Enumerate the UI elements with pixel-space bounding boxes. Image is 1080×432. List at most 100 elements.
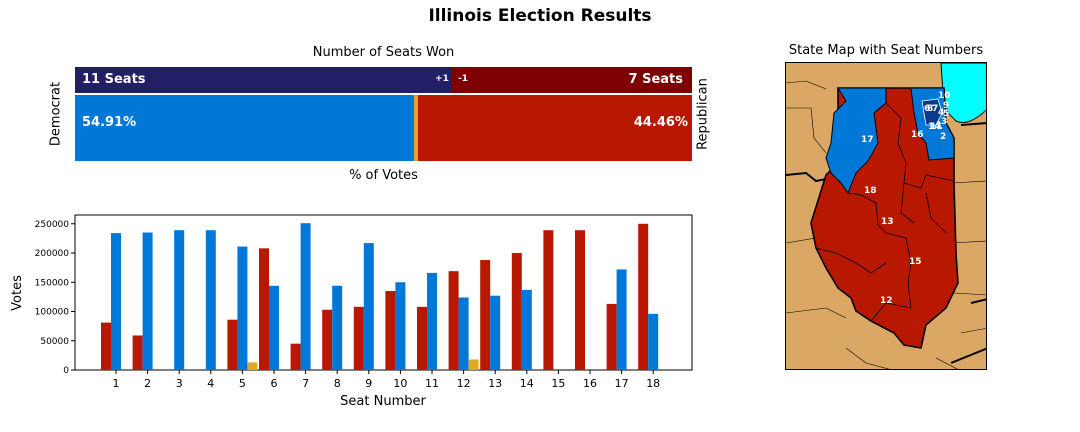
republican-seats-label: 7 Seats xyxy=(628,72,683,87)
seat-number-labels: 10 9 8 5 3 1 7 4 11 2 6 14 16 17 18 13 1… xyxy=(861,91,951,306)
inner-chicago-area xyxy=(921,98,943,126)
bar-seat-14-series-2 xyxy=(521,289,532,370)
other-votes-segment xyxy=(413,95,418,161)
bar-seat-13-series-2 xyxy=(490,295,501,370)
y-tick-label: 0 xyxy=(63,366,69,376)
bar-seat-15-series-1 xyxy=(543,230,554,370)
bar-seat-5-series-3 xyxy=(247,362,258,370)
bar-seat-7-series-2 xyxy=(300,223,311,370)
bar-seat-11-series-1 xyxy=(417,306,427,370)
x-tick-label: 9 xyxy=(365,377,372,390)
bar-seat-9-series-2 xyxy=(363,243,374,370)
seat-label-16: 16 xyxy=(911,130,924,140)
seat-label-18: 18 xyxy=(864,186,877,196)
district-lines xyxy=(815,102,955,322)
seat-label-10: 10 xyxy=(938,91,951,101)
democrat-seats-segment xyxy=(75,67,453,93)
seat-label-1: 1 xyxy=(936,121,942,131)
seat-label-2: 2 xyxy=(940,132,946,142)
bar-seat-6-series-1 xyxy=(259,248,269,370)
bar-seat-13-series-1 xyxy=(480,260,491,370)
democrat-votes-segment xyxy=(75,95,414,161)
bar-seat-5-series-2 xyxy=(237,246,248,370)
bar-seat-12-series-2 xyxy=(458,297,469,370)
republican-votes-segment xyxy=(417,95,692,161)
lake-michigan xyxy=(940,63,986,123)
seat-label-7: 7 xyxy=(932,104,938,114)
republican-seats-segment xyxy=(452,67,692,93)
seat-label-6: 6 xyxy=(924,104,930,114)
bars-group xyxy=(101,223,659,370)
bar-seat-7-series-1 xyxy=(290,343,301,370)
x-tick-label: 17 xyxy=(615,377,629,390)
y-tick-label: 250000 xyxy=(35,220,70,230)
map-title: State Map with Seat Numbers xyxy=(788,43,984,58)
y-axis-label: Votes xyxy=(10,275,25,311)
x-tick-label: 7 xyxy=(302,377,309,390)
votes-percent-axis-label: % of Votes xyxy=(349,168,418,183)
seats-chart-title: Number of Seats Won xyxy=(312,45,455,60)
bar-seat-18-series-2 xyxy=(648,313,659,370)
bar-seat-16-series-1 xyxy=(575,230,585,370)
bar-seat-17-series-2 xyxy=(616,269,627,370)
plot-area xyxy=(74,214,693,371)
x-tick-label: 1 xyxy=(113,377,120,390)
seat-label-9: 9 xyxy=(943,101,949,111)
seat-label-5: 5 xyxy=(943,109,949,119)
y-tick-label: 50000 xyxy=(40,337,69,347)
y-axis-ticks: 0 50000 100000 150000 200000 250000 xyxy=(35,220,75,376)
democrat-seat-change-label: +1 xyxy=(435,74,449,84)
bar-seat-1-series-2 xyxy=(111,233,121,370)
x-tick-label: 3 xyxy=(176,377,183,390)
page-title: Illinois Election Results xyxy=(428,6,652,26)
bar-seat-12-series-1 xyxy=(448,271,459,370)
republican-vote-percent-label: 44.46% xyxy=(633,115,688,130)
bar-seat-18-series-1 xyxy=(638,223,649,370)
seat-label-17: 17 xyxy=(861,135,874,145)
x-tick-label: 12 xyxy=(457,377,471,390)
seat-label-11: 11 xyxy=(930,122,943,132)
x-tick-label: 6 xyxy=(271,377,278,390)
republican-seat-change-label: -1 xyxy=(458,74,469,84)
x-axis-label: Seat Number xyxy=(340,394,426,409)
bar-seat-2-series-2 xyxy=(142,232,153,370)
x-tick-label: 13 xyxy=(488,377,502,390)
x-axis-ticks: 1 2 3 4 5 6 7 8 9 10 11 12 13 14 15 16 17 18 xyxy=(113,370,660,390)
seat-label-12: 12 xyxy=(880,296,893,306)
bar-seat-8-series-1 xyxy=(322,309,333,370)
x-tick-label: 2 xyxy=(144,377,151,390)
bar-seat-12-series-3 xyxy=(468,359,479,370)
bar-seat-17-series-1 xyxy=(606,303,617,370)
bar-seat-3-series-2 xyxy=(174,230,185,370)
seat-label-15: 15 xyxy=(909,257,922,267)
bar-seat-6-series-2 xyxy=(269,285,279,370)
bar-seat-10-series-1 xyxy=(385,291,396,370)
y-tick-label: 150000 xyxy=(35,278,70,288)
seat-label-14: 14 xyxy=(928,122,941,132)
x-tick-label: 15 xyxy=(551,377,565,390)
bar-seat-14-series-1 xyxy=(511,253,522,370)
bar-seat-8-series-2 xyxy=(332,285,343,370)
seat-label-3: 3 xyxy=(941,117,947,127)
y-tick-label: 100000 xyxy=(35,308,70,318)
bar-seat-1-series-1 xyxy=(101,322,111,370)
x-tick-label: 10 xyxy=(393,377,407,390)
x-tick-label: 18 xyxy=(646,377,660,390)
bar-seat-2-series-1 xyxy=(132,335,143,370)
state-map: 10 9 8 5 3 1 7 4 11 2 6 14 16 17 18 13 1… xyxy=(785,62,987,370)
democrat-seats-label: 11 Seats xyxy=(82,72,146,87)
x-tick-label: 8 xyxy=(334,377,341,390)
y-tick-label: 200000 xyxy=(35,249,70,259)
x-tick-label: 14 xyxy=(520,377,534,390)
seat-vote-summary-bar: 11 Seats 7 Seats +1 -1 54.91% 44.46% xyxy=(75,67,692,161)
democrat-vote-percent-label: 54.91% xyxy=(82,115,137,130)
x-tick-label: 11 xyxy=(425,377,439,390)
x-tick-label: 5 xyxy=(239,377,246,390)
bar-seat-10-series-2 xyxy=(395,282,406,370)
seat-label-13: 13 xyxy=(881,217,894,227)
bar-seat-11-series-2 xyxy=(427,272,437,370)
seat-label-4: 4 xyxy=(938,108,944,118)
bar-seat-4-series-2 xyxy=(205,230,216,370)
x-tick-label: 4 xyxy=(207,377,214,390)
